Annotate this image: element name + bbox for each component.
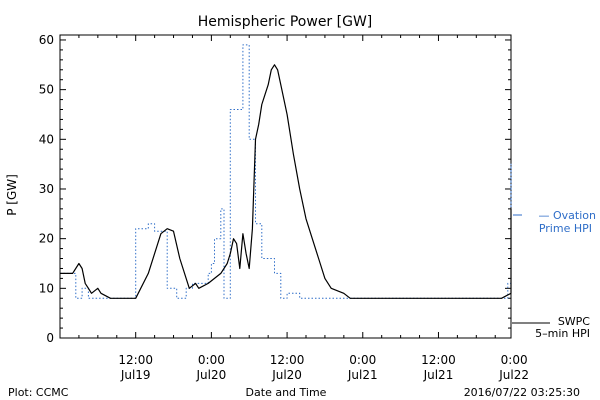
x-tick-time-label: 12:00 [118, 353, 153, 367]
series-swpc-line [60, 64, 512, 299]
chart-title: Hemispheric Power [GW] [198, 14, 373, 30]
x-tick-date-label: Jul20 [196, 368, 227, 382]
x-tick-time-label: 12:00 [421, 353, 456, 367]
x-tick-time-label: 0:00 [501, 353, 528, 367]
y-tick-label: 0 [46, 331, 54, 345]
legend-ovation-line1: — Ovation [539, 209, 597, 222]
legend: — Ovation Prime HPI SWPC 5–min HPI [512, 209, 596, 340]
x-axis-ticks: 12:00Jul190:00Jul2012:00Jul200:00Jul2112… [78, 35, 529, 382]
x-tick-date-label: Jul21 [347, 368, 378, 382]
x-tick-date-label: Jul19 [120, 368, 151, 382]
x-tick-time-label: 0:00 [349, 353, 376, 367]
x-tick-date-label: Jul20 [271, 368, 302, 382]
y-tick-label: 10 [39, 281, 54, 295]
x-tick-date-label: Jul21 [423, 368, 454, 382]
legend-ovation-line2: Prime HPI [539, 222, 592, 235]
plot-frame [59, 34, 512, 339]
y-axis-label: P [GW] [5, 174, 19, 216]
footer-timestamp: 2016/07/22 03:25:30 [464, 386, 580, 399]
legend-swpc-line2: 5–min HPI [535, 327, 590, 340]
series-layer [60, 44, 512, 299]
x-axis-label: Date and Time [246, 386, 327, 399]
legend-swpc-line1: SWPC [558, 315, 590, 328]
y-tick-label: 50 [39, 83, 54, 97]
x-tick-time-label: 12:00 [270, 353, 305, 367]
y-axis-ticks: 0 10 20 30 40 50 60 [39, 33, 511, 345]
x-tick-date-label: Jul22 [498, 368, 529, 382]
y-tick-label: 20 [39, 232, 54, 246]
footer-plot-credit: Plot: CCMC [8, 386, 69, 399]
y-tick-label: 30 [39, 182, 54, 196]
y-tick-label: 60 [39, 33, 54, 47]
x-tick-time-label: 0:00 [198, 353, 225, 367]
y-tick-label: 40 [39, 132, 54, 146]
series-ovation-prime-line [60, 44, 512, 299]
